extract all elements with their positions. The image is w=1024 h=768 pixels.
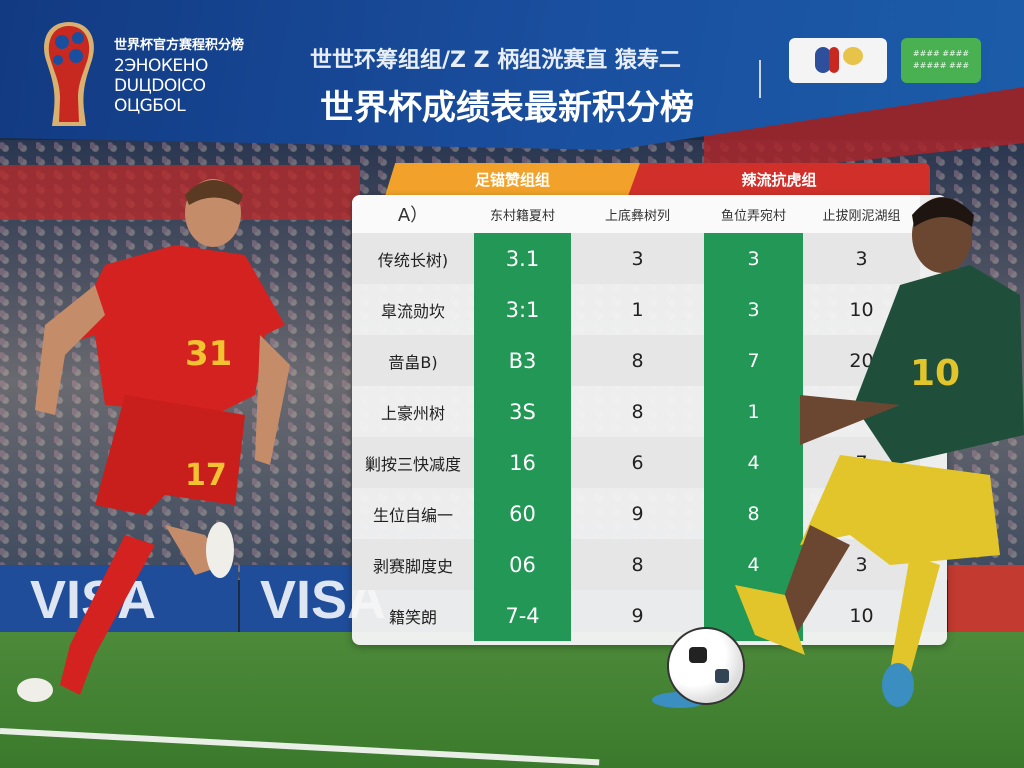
sponsor-badge[interactable] — [789, 38, 887, 83]
value-cell: 3:1 — [474, 284, 571, 335]
logo-line: DUЦDOICO — [114, 76, 206, 96]
value-cell: 3.1 — [474, 233, 571, 284]
table-row[interactable]: 生位自编一60989 — [352, 488, 947, 539]
badge-text: ##### ### — [912, 61, 970, 70]
ad-board-red — [948, 565, 1024, 635]
team-name-cell: 剿按三快减度 — [352, 437, 474, 488]
world-cup-trophy-logo — [44, 22, 94, 126]
table-row[interactable]: 剥赛脚度史 06 8 4 3 — [352, 539, 947, 590]
value-cell: 1 — [631, 298, 644, 321]
value-cell: 9 — [631, 502, 644, 525]
value-cell: 3S — [474, 386, 571, 437]
value-cell: 10 — [849, 298, 874, 321]
logo-line: 世界杯官方赛程积分榜 — [114, 38, 245, 53]
value-cell: 8 — [571, 335, 704, 386]
tab-group-a[interactable]: 足锚赞组组 — [385, 163, 640, 196]
value-cell: 3 — [704, 233, 803, 284]
column-header: 东村籍夏村 — [474, 195, 571, 233]
table-header-row: A） 东村籍夏村 上底彝树列 鱼位弄宛村 止拔刚泥湖组 — [352, 195, 947, 233]
team-name-cell: 传统长树) — [352, 233, 474, 284]
green-badge[interactable]: #### #### ##### ### — [901, 38, 981, 83]
column-header: A） — [352, 195, 474, 233]
value-cell: 3 — [571, 233, 704, 284]
logo-line: OЦGБOL — [114, 96, 186, 116]
jersey-number: 10 — [910, 353, 960, 394]
column-header: 鱼位弄宛村 — [704, 195, 803, 233]
value-cell: B3 — [474, 335, 571, 386]
value-cell: 1 — [704, 386, 803, 437]
column-header: 止拔刚泥湖组 — [803, 195, 920, 233]
value-cell: 9 — [631, 604, 644, 627]
page-subtitle: 世世环筹组组/Z Z 柄组洸赛直 猿寿二 — [310, 48, 681, 73]
value-cell: 60 — [474, 488, 571, 539]
value-cell: 16 — [474, 437, 571, 488]
stadium-banner — [0, 165, 360, 220]
logo-text: 世界杯官方赛程积分榜 2ЭНОКЕНО DUЦDOICO OЦGБOL — [114, 36, 244, 116]
page-title: 世界杯成绩表最新积分榜 — [320, 88, 694, 128]
value-cell: 3 — [803, 233, 920, 284]
value-cell: 06 — [474, 539, 571, 590]
value-cell: 10 — [849, 604, 874, 627]
table-row[interactable]: 传统长树) 3.1 3 3 3 — [352, 233, 947, 284]
team-name-cell: 啬畠B) — [352, 335, 474, 386]
value-cell: 7-4 — [474, 590, 571, 641]
logo-line: 2ЭНОКЕНО — [114, 56, 208, 76]
pitch — [0, 632, 1024, 768]
value-cell: 7 — [704, 335, 803, 386]
table-row[interactable]: 啬畠B) B3 8 7 20 — [352, 335, 947, 386]
team-name-cell: 剥赛脚度史 — [352, 539, 474, 590]
value-cell: 6 — [571, 437, 704, 488]
value-cell: 8 — [571, 539, 704, 590]
tab-group-b[interactable]: 辣流抗虎组 — [628, 163, 930, 196]
value-cell: 8 — [704, 488, 803, 539]
player-right-green: 10 — [652, 197, 1024, 708]
shorts-number: 17 — [185, 458, 227, 493]
value-cell: 3 — [704, 284, 803, 335]
table-row[interactable]: 皐流勋坎 3:1 1 3 10 — [352, 284, 947, 335]
jersey-number: 31 — [185, 334, 232, 374]
soccer-ball — [667, 627, 745, 705]
player-left-red: 31 17 — [17, 179, 290, 702]
team-name-cell: 生位自编一 — [372, 505, 453, 525]
team-name-cell: 籍笑朗 — [388, 607, 437, 627]
badge-text: #### #### — [912, 49, 970, 58]
value-cell: 8 — [631, 400, 644, 423]
value-cell: 4 — [704, 437, 803, 488]
column-header: 上底彝树列 — [571, 195, 704, 233]
divider — [759, 60, 761, 98]
team-name-cell: 皐流勋坎 — [380, 301, 445, 321]
value-cell: 4 — [704, 539, 803, 590]
team-name-cell: 上豪州树 — [380, 403, 445, 423]
